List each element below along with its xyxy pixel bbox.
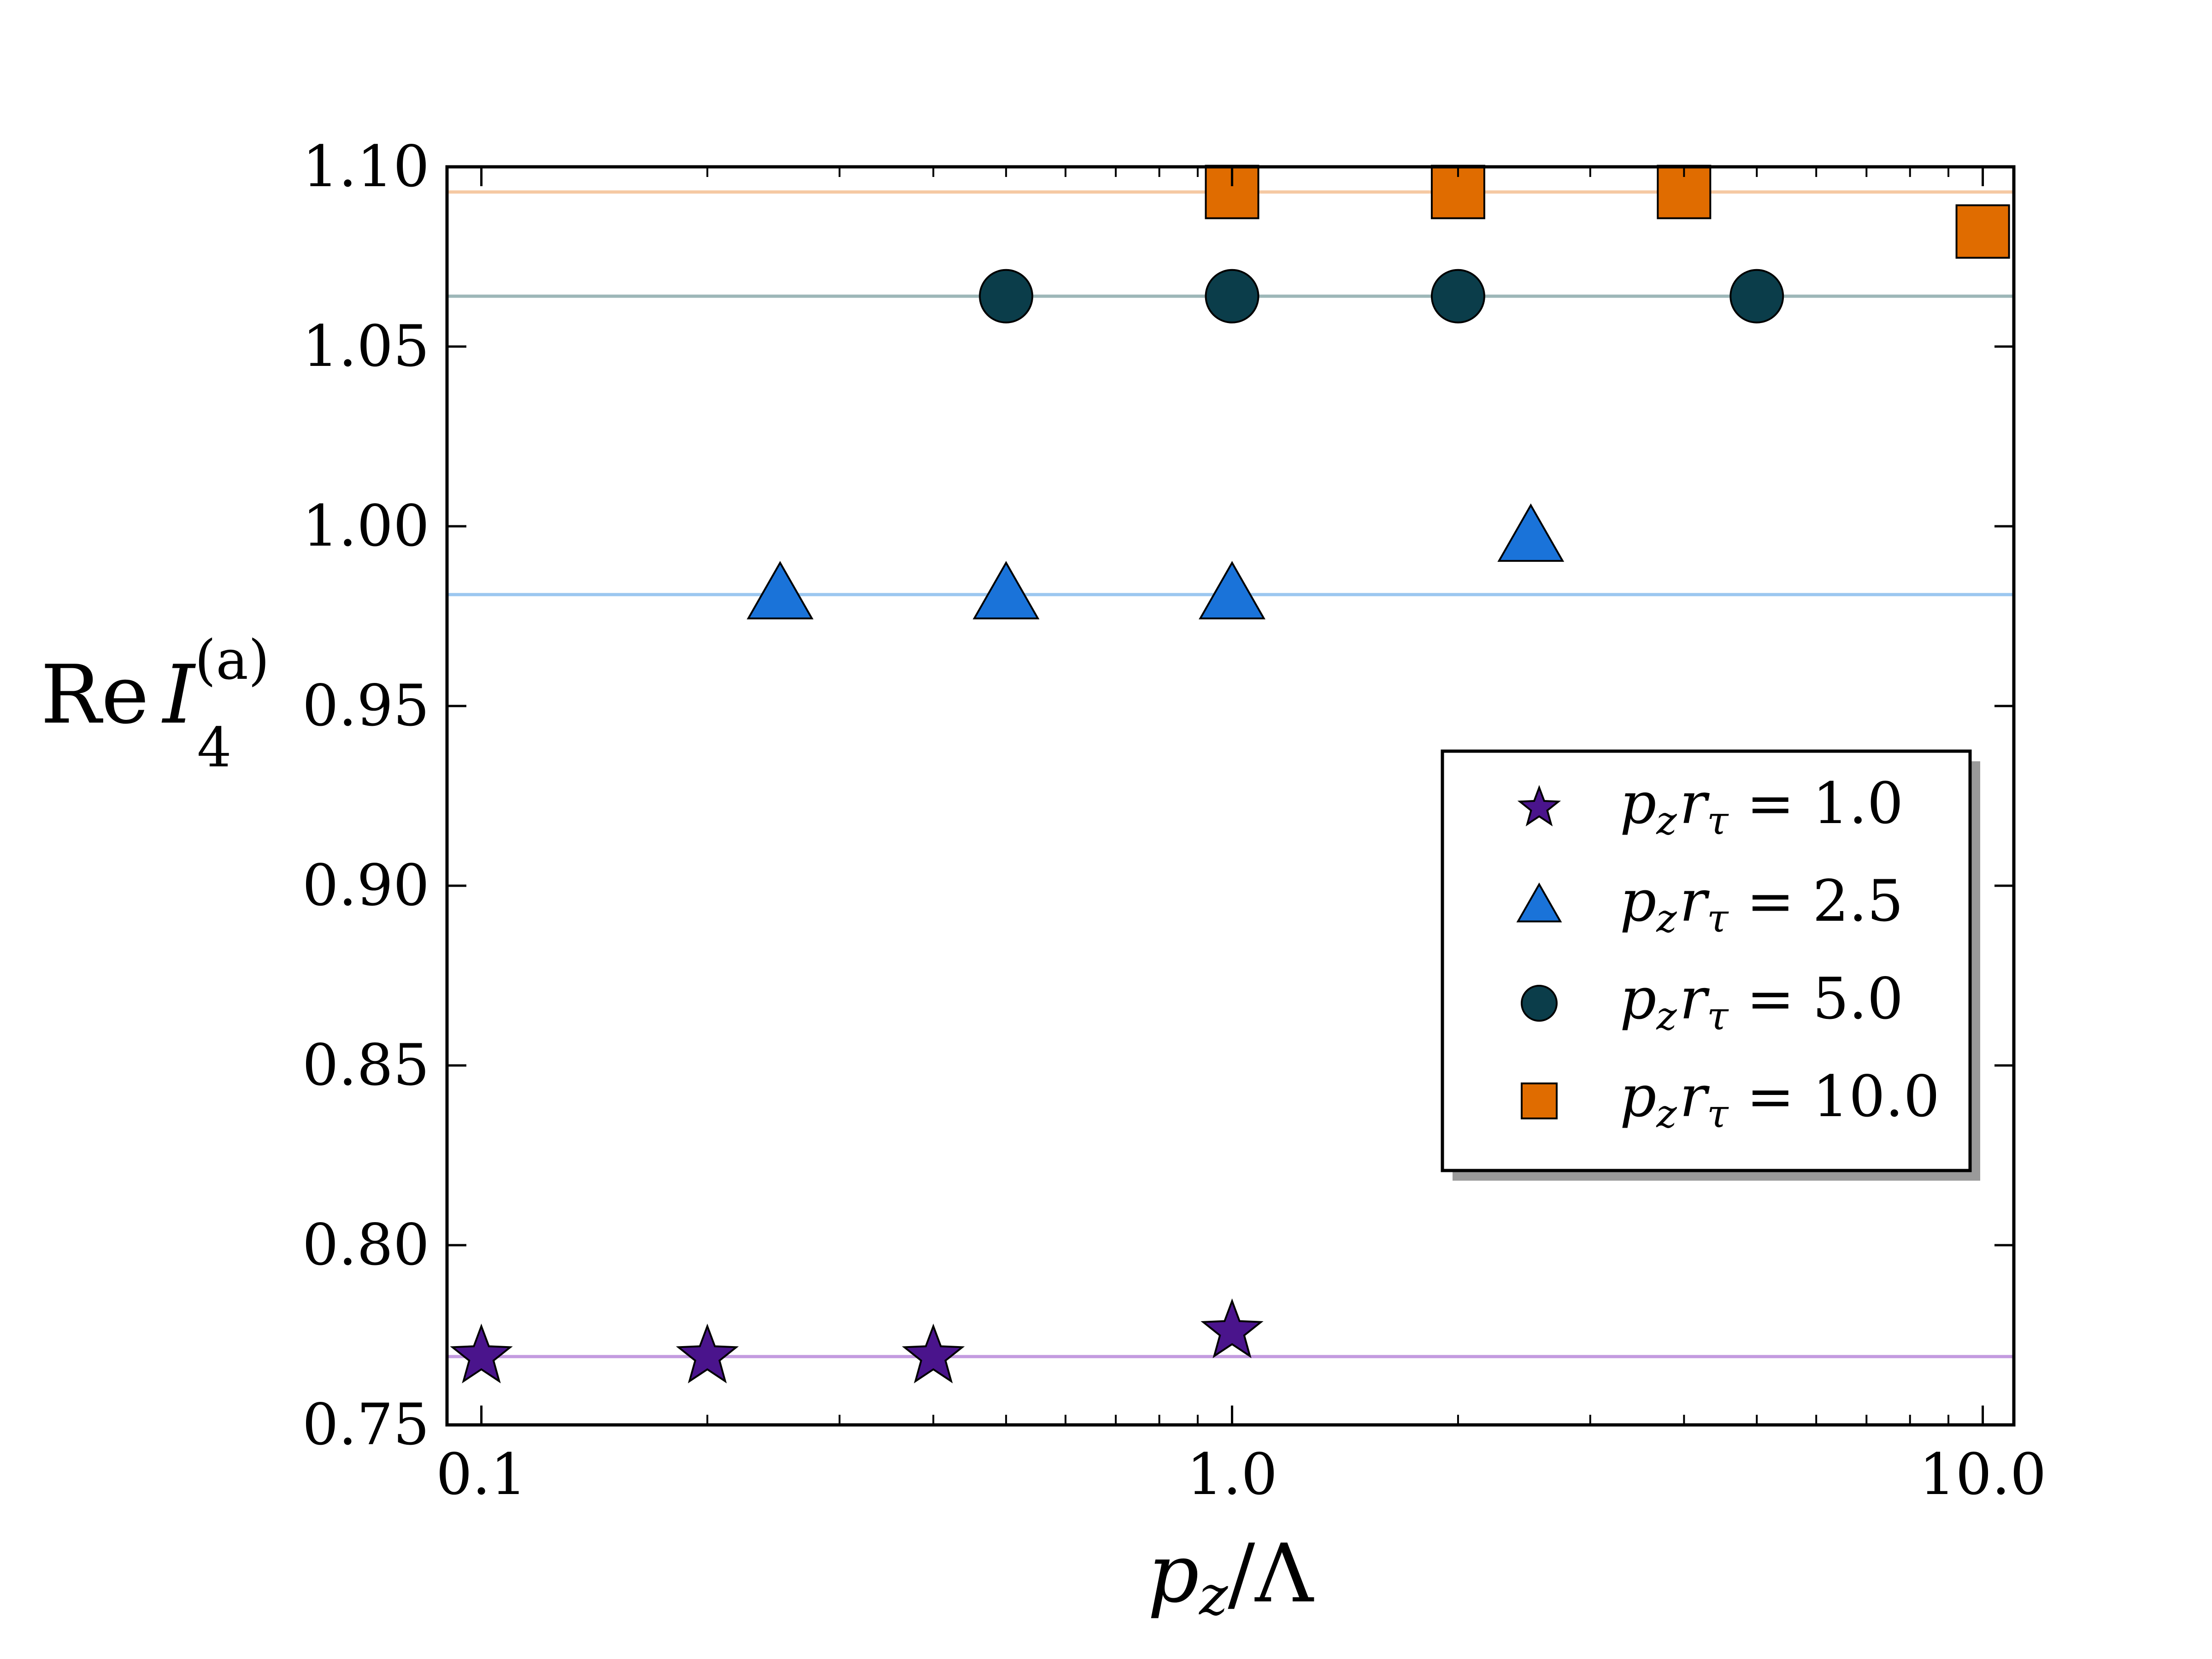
x-tick-label-2: 1.0 <box>1187 1441 1277 1508</box>
x-axis-label: pz/Λ <box>1147 1527 1314 1627</box>
data-point-s2-3 <box>1199 561 1266 619</box>
legend-label-2: pzrτ = 2.5 <box>1620 868 1903 941</box>
legend-label-4-var1: p <box>1620 1064 1656 1130</box>
legend-label-3-var2: r <box>1680 966 1710 1032</box>
legend-label-3-var1: p <box>1620 966 1656 1032</box>
legend-marker-1 <box>1517 785 1561 827</box>
y-axis-label-sup: (a) <box>194 628 269 692</box>
legend-label-3-sub1: z <box>1656 994 1677 1039</box>
y-tick-label-5: 0.95 <box>302 673 429 739</box>
y-tick-label-2: 0.80 <box>302 1212 429 1278</box>
data-point-s2-4 <box>1497 503 1565 562</box>
plot-frame <box>445 165 2016 1427</box>
legend-marker-2 <box>1516 882 1562 923</box>
legend-label-1-var2: r <box>1680 771 1710 837</box>
legend-label-4-sub1: z <box>1656 1091 1677 1136</box>
data-point-s1-2 <box>676 1324 739 1383</box>
legend-label-1: pzrτ = 1.0 <box>1620 771 1903 843</box>
y-axis-label-var: I <box>161 648 196 742</box>
legend-label-1-var1: p <box>1620 771 1656 837</box>
y-axis-label-sub: 4 <box>197 716 231 779</box>
legend-label-1-eq: = 1.0 <box>1728 771 1903 837</box>
legend-marker-4 <box>1521 1082 1558 1119</box>
legend-label-4: pzrτ = 10.0 <box>1620 1064 1940 1136</box>
y-axis-label-prefix: Re <box>41 648 149 742</box>
data-point-s3-1 <box>979 269 1034 324</box>
data-point-s3-2 <box>1205 269 1259 324</box>
legend-label-1-sub1: z <box>1656 798 1677 843</box>
legend-label-2-eq: = 2.5 <box>1728 868 1903 935</box>
data-point-s1-4 <box>1200 1298 1264 1359</box>
legend-label-2-var1: p <box>1620 868 1656 935</box>
legend-label-4-sub2: τ <box>1707 1091 1729 1136</box>
legend-label-3-sub2: τ <box>1707 994 1729 1039</box>
x-axis-label-rest: /Λ <box>1228 1527 1314 1621</box>
data-point-s2-1 <box>747 561 814 619</box>
data-point-s1-3 <box>902 1324 965 1383</box>
y-axis-label: Re I(a) 4 <box>41 628 270 779</box>
y-tick-label-3: 0.85 <box>302 1032 429 1099</box>
tick-labels: 0.1 1.0 10.0 0.75 0.80 0.85 0.90 0.95 1.00 1.05 1.… <box>302 134 2047 1508</box>
legend-label-2-sub2: τ <box>1707 896 1729 941</box>
legend-label-4-eq: = 10.0 <box>1728 1064 1940 1130</box>
y-tick-label-8: 1.10 <box>302 134 429 200</box>
y-tick-label-4: 0.90 <box>302 853 429 919</box>
data-point-s1-1 <box>450 1324 513 1383</box>
data-point-s4-4 <box>1955 204 2010 259</box>
legend-label-2-sub1: z <box>1656 896 1677 941</box>
y-tick-label-1: 0.75 <box>302 1392 429 1458</box>
data-point-s3-4 <box>1730 269 1784 324</box>
x-axis-label-sub: z <box>1198 1564 1228 1627</box>
legend-label-3: pzrτ = 5.0 <box>1620 966 1903 1039</box>
x-axis-label-var: p <box>1147 1527 1199 1621</box>
x-tick-label-1: 0.1 <box>436 1441 527 1508</box>
legend-marker-3 <box>1521 985 1558 1022</box>
data-point-s3-3 <box>1430 269 1485 324</box>
legend-label-4-var2: r <box>1680 1064 1710 1130</box>
x-tick-label-3: 10.0 <box>1919 1441 2047 1508</box>
legend-label-1-sub2: τ <box>1707 798 1729 843</box>
y-tick-label-7: 1.05 <box>302 313 429 380</box>
legend-label-2-var2: r <box>1680 868 1710 935</box>
y-tick-label-6: 1.00 <box>302 493 429 559</box>
data-point-s2-2 <box>972 561 1040 619</box>
legend-label-3-eq: = 5.0 <box>1728 966 1903 1032</box>
